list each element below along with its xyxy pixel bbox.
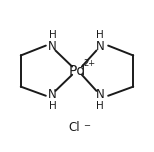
Text: N: N	[96, 88, 105, 102]
Text: H: H	[96, 30, 104, 40]
Text: Pd: Pd	[68, 64, 86, 78]
Text: N: N	[96, 40, 105, 53]
Text: N: N	[48, 40, 56, 53]
Text: N: N	[48, 88, 56, 102]
Text: −: −	[83, 121, 90, 130]
Text: Cl: Cl	[68, 121, 80, 134]
Text: H: H	[49, 101, 57, 111]
Text: 2+: 2+	[83, 59, 95, 68]
Text: H: H	[96, 101, 104, 111]
Text: H: H	[49, 30, 57, 40]
